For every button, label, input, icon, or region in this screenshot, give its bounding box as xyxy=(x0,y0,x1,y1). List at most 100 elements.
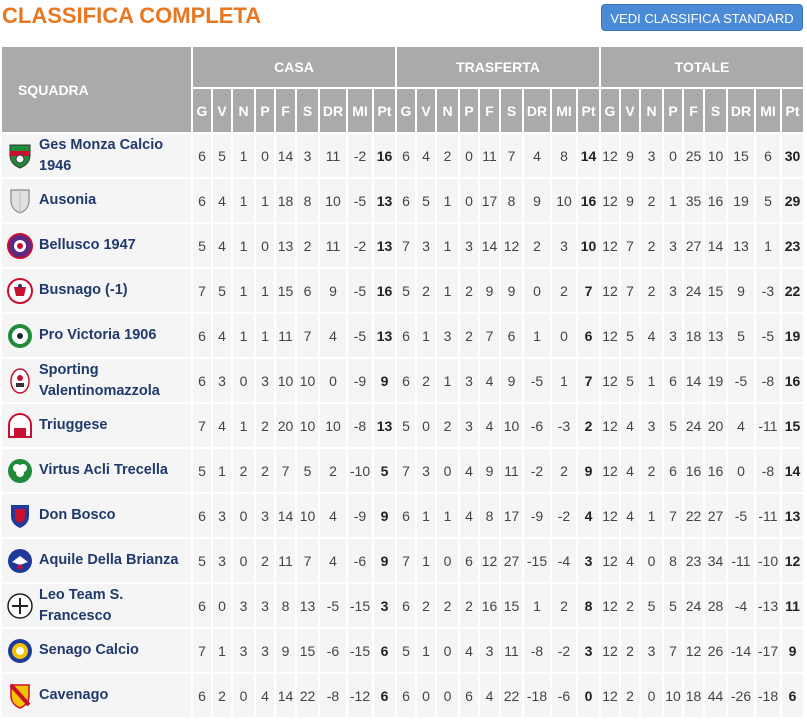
totale-mi-cell: 1 xyxy=(756,224,780,267)
team-cell[interactable]: Pro Victoria 1906 xyxy=(2,314,191,357)
col-header-trasferta-n[interactable]: N xyxy=(437,89,458,132)
totale-mi-cell: -5 xyxy=(756,314,780,357)
col-header-casa-s[interactable]: S xyxy=(297,89,318,132)
col-header-trasferta-f[interactable]: F xyxy=(480,89,499,132)
team-name-link[interactable]: Don Bosco xyxy=(39,507,116,523)
casa-s-cell: 13 xyxy=(297,584,318,627)
team-crest-icon xyxy=(6,142,33,169)
col-header-trasferta-s[interactable]: S xyxy=(501,89,522,132)
casa-n-cell: 1 xyxy=(233,404,254,447)
trasferta-p-cell: 4 xyxy=(460,629,478,672)
totale-dr-cell: -5 xyxy=(728,359,754,402)
col-header-totale-n[interactable]: N xyxy=(641,89,662,132)
col-header-trasferta-p[interactable]: P xyxy=(460,89,478,132)
totale-v-cell: 4 xyxy=(621,494,639,537)
team-cell[interactable]: Leo Team S. Francesco xyxy=(2,584,191,627)
team-name-link[interactable]: Triuggese xyxy=(39,417,108,433)
totale-v-cell: 7 xyxy=(621,224,639,267)
col-header-casa-f[interactable]: F xyxy=(276,89,295,132)
team-cell[interactable]: Cavenago xyxy=(2,674,191,717)
team-column-header[interactable]: SQUADRA xyxy=(2,47,191,132)
col-header-totale-dr[interactable]: DR xyxy=(728,89,754,132)
totale-dr-cell: 15 xyxy=(728,134,754,177)
col-header-totale-v[interactable]: V xyxy=(621,89,639,132)
casa-f-cell: 18 xyxy=(276,179,295,222)
totale-dr-cell: 0 xyxy=(728,449,754,492)
trasferta-n-cell: 3 xyxy=(437,314,458,357)
totale-mi-cell: -8 xyxy=(756,359,780,402)
totale-g-cell: 12 xyxy=(601,674,619,717)
trasferta-f-cell: 17 xyxy=(480,179,499,222)
col-header-trasferta-mi[interactable]: MI xyxy=(552,89,576,132)
casa-v-cell: 4 xyxy=(213,314,231,357)
team-name-link[interactable]: Ges Monza Calcio 1946 xyxy=(39,136,164,174)
casa-p-cell: 0 xyxy=(256,134,274,177)
casa-dr-cell: -8 xyxy=(320,674,346,717)
team-name-link[interactable]: Sporting Valentinomazzola xyxy=(39,361,160,399)
totale-p-cell: 1 xyxy=(664,179,682,222)
team-cell[interactable]: Don Bosco xyxy=(2,494,191,537)
team-cell[interactable]: Bellusco 1947 xyxy=(2,224,191,267)
team-name-link[interactable]: Leo Team S. Francesco xyxy=(39,586,124,624)
col-header-casa-g[interactable]: G xyxy=(193,89,211,132)
team-cell[interactable]: Ges Monza Calcio 1946 xyxy=(2,134,191,177)
col-header-totale-s[interactable]: S xyxy=(705,89,726,132)
team-cell[interactable]: Busnago (-1) xyxy=(2,269,191,312)
trasferta-f-cell: 4 xyxy=(480,359,499,402)
team-cell[interactable]: Aquile Della Brianza xyxy=(2,539,191,582)
team-name-link[interactable]: Pro Victoria 1906 xyxy=(39,327,157,343)
casa-g-cell: 6 xyxy=(193,584,211,627)
col-header-trasferta-v[interactable]: V xyxy=(417,89,435,132)
team-name-link[interactable]: Bellusco 1947 xyxy=(39,237,136,253)
team-crest-icon xyxy=(6,502,33,529)
col-header-casa-v[interactable]: V xyxy=(213,89,231,132)
team-name-link[interactable]: Ausonia xyxy=(39,192,97,208)
trasferta-p-cell: 2 xyxy=(460,314,478,357)
trasferta-s-cell: 15 xyxy=(501,584,522,627)
col-header-totale-g[interactable]: G xyxy=(601,89,619,132)
col-header-totale-pt[interactable]: Pt xyxy=(782,89,803,132)
standard-table-button[interactable]: VEDI CLASSIFICA STANDARD xyxy=(601,4,803,31)
col-header-totale-f[interactable]: F xyxy=(684,89,703,132)
col-header-casa-n[interactable]: N xyxy=(233,89,254,132)
team-name-link[interactable]: Senago Calcio xyxy=(39,642,139,658)
trasferta-s-cell: 11 xyxy=(501,449,522,492)
col-header-trasferta-pt[interactable]: Pt xyxy=(578,89,599,132)
casa-dr-cell: -6 xyxy=(320,629,346,672)
team-cell[interactable]: Sporting Valentinomazzola xyxy=(2,359,191,402)
team-cell[interactable]: Ausonia xyxy=(2,179,191,222)
trasferta-n-cell: 1 xyxy=(437,269,458,312)
trasferta-pt-cell: 7 xyxy=(578,269,599,312)
trasferta-dr-cell: -8 xyxy=(524,629,550,672)
trasferta-v-cell: 0 xyxy=(417,674,435,717)
team-cell[interactable]: Triuggese xyxy=(2,404,191,447)
team-cell[interactable]: Senago Calcio xyxy=(2,629,191,672)
casa-dr-cell: 4 xyxy=(320,539,346,582)
col-header-casa-p[interactable]: P xyxy=(256,89,274,132)
team-cell[interactable]: Virtus Acli Trecella xyxy=(2,449,191,492)
totale-pt-cell: 12 xyxy=(782,539,803,582)
col-header-casa-mi[interactable]: MI xyxy=(348,89,372,132)
col-header-trasferta-g[interactable]: G xyxy=(397,89,415,132)
team-name-link[interactable]: Cavenago xyxy=(39,687,109,703)
team-name-link[interactable]: Virtus Acli Trecella xyxy=(39,462,168,478)
col-header-totale-mi[interactable]: MI xyxy=(756,89,780,132)
trasferta-p-cell: 4 xyxy=(460,494,478,537)
trasferta-f-cell: 11 xyxy=(480,134,499,177)
team-name-link[interactable]: Busnago (-1) xyxy=(39,282,128,298)
trasferta-f-cell: 3 xyxy=(480,629,499,672)
casa-p-cell: 0 xyxy=(256,224,274,267)
table-row: Pro Victoria 1906 6 4 1 1 11 7 4 -5 13 6 1 3 2 7 6 1 0 6 12… xyxy=(2,314,803,357)
col-header-casa-dr[interactable]: DR xyxy=(320,89,346,132)
totale-dr-cell: -11 xyxy=(728,539,754,582)
casa-v-cell: 0 xyxy=(213,584,231,627)
casa-p-cell: 2 xyxy=(256,449,274,492)
totale-s-cell: 15 xyxy=(705,269,726,312)
col-header-totale-p[interactable]: P xyxy=(664,89,682,132)
col-header-trasferta-dr[interactable]: DR xyxy=(524,89,550,132)
casa-pt-cell: 5 xyxy=(374,449,395,492)
team-name-link[interactable]: Aquile Della Brianza xyxy=(39,552,179,568)
col-header-casa-pt[interactable]: Pt xyxy=(374,89,395,132)
totale-dr-cell: 19 xyxy=(728,179,754,222)
trasferta-v-cell: 1 xyxy=(417,314,435,357)
